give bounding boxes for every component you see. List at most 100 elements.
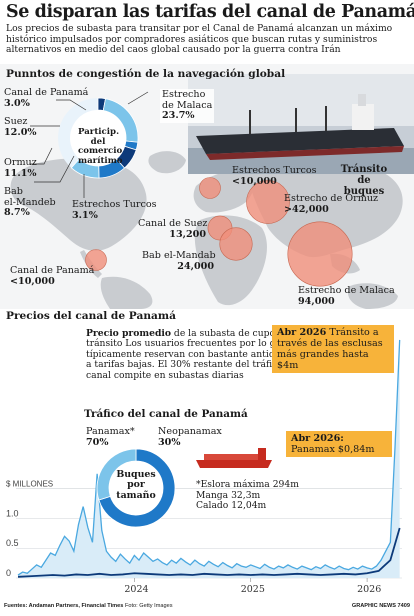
label-value: 24,000 — [177, 260, 214, 272]
price-note: Precio promedio de la subasta de cupo de… — [86, 328, 316, 381]
label-name: Suez — [4, 116, 28, 127]
leader-malaca — [127, 91, 149, 105]
leader-bab — [34, 155, 75, 183]
label-name: Estrecho de Ormuz — [284, 193, 379, 204]
donut-label-suez: Suez 12.0% — [4, 116, 37, 138]
footer-credit: GRAPHIC NEWS 7409 — [352, 603, 410, 609]
donut-center-label: Particip. del comercio marítimo — [78, 127, 123, 166]
ship-photo — [188, 74, 414, 174]
panamax-value: 70% — [86, 436, 109, 448]
asia-shape — [247, 161, 403, 258]
callout-panamax: Abr 2026: Panamax $0,84m — [286, 431, 392, 457]
greenland-shape — [148, 151, 186, 174]
label-value: 94,000 — [298, 295, 335, 307]
chart-ticks: 0 0.5 1.0 $ MILLONES 2024 2025 2026 — [6, 480, 381, 595]
trade-share-donut — [58, 97, 139, 179]
price-area — [17, 339, 401, 578]
callout-bold: Abr 2026 — [277, 327, 327, 338]
label-name-1: Estrecho — [162, 89, 206, 100]
world-map — [10, 74, 414, 309]
bubble-label-suez: Canal de Suez 13,200 — [138, 218, 207, 240]
page-title: Se disparan las tarifas del canal de Pan… — [6, 2, 414, 22]
spec-length: *Eslora máxima 294m — [196, 479, 299, 490]
label-name: Bab el-Mandab — [142, 250, 216, 261]
neopanamax-value: 30% — [158, 436, 181, 448]
footer-sources: Fuentes: Andaman Partners, Financial Tim… — [4, 603, 173, 609]
donut-label-panama: Canal de Panamá 3.0% — [4, 87, 89, 109]
neopanamax-label: Neopanamax 30% — [158, 426, 222, 448]
ytick-label-0: 0 — [6, 568, 11, 578]
label-name: Estrecho de Malaca — [298, 285, 395, 296]
label-value: 8.7% — [4, 207, 30, 218]
note-bold: Precio promedio — [86, 328, 172, 339]
label-value: 23.7% — [162, 110, 195, 121]
leader-lines — [30, 91, 149, 198]
bubble-1 — [199, 177, 221, 199]
panamax-name: Panamax — [86, 426, 130, 437]
neopanamax-ship-icon — [196, 448, 272, 468]
bubble-label-ormuz: Estrecho de Ormuz >42,000 — [284, 193, 379, 215]
label-name: Ormuz — [4, 157, 37, 168]
bubble-label-panama: Canal de Panamá <10,000 — [10, 265, 95, 287]
price-chart: 0 0.5 1.0 $ MILLONES 2024 2025 2026 — [6, 339, 402, 595]
panamax-label: Panamax* 70% — [86, 426, 135, 448]
bubble-2 — [246, 180, 290, 224]
xtick-label-1: 2025 — [241, 584, 265, 595]
callout-large-locks: Abr 2026 Tránsito a través de las esclus… — [272, 325, 394, 373]
ytick-label-3: $ MILLONES — [6, 480, 53, 489]
credit: GRAPHIC NEWS — [351, 603, 396, 609]
donut-label-ormuz: Ormuz 11.1% — [4, 157, 37, 179]
neopanamax-name: Neopanamax — [158, 426, 222, 437]
bubble-0 — [85, 249, 107, 271]
size-donut-center-label: Buques por tamaño — [116, 469, 156, 501]
label-name-3: Malaca — [176, 99, 213, 111]
label-value: 13,200 — [169, 228, 206, 240]
north-america-shape — [10, 158, 147, 251]
series-line-0 — [17, 339, 401, 576]
label-value: >42,000 — [284, 203, 329, 215]
credit-code: 7409 — [397, 603, 410, 609]
label-name: Canal de Panamá — [10, 265, 95, 276]
label-name-1: Bab — [4, 186, 23, 197]
spec-beam: Manga 32,3m — [196, 489, 261, 501]
australia-shape — [347, 283, 398, 309]
label-value: 3.0% — [4, 97, 30, 109]
label-name-2: el-Mandeb — [4, 196, 56, 208]
note-text: de la subasta de cupo de tránsito Los us… — [86, 328, 308, 381]
bubble-legend-title: Tránsito de buques — [340, 164, 388, 197]
panamax-suffix: * — [129, 426, 135, 437]
label-value: <10,000 — [232, 175, 277, 187]
bubble-label-malaca: Estrecho de Malaca 94,000 — [298, 285, 395, 307]
bubble-label-turcos: Estrechos Turcos <10,000 — [232, 165, 317, 187]
price-heading: Precios del canal de Panamá — [6, 310, 176, 322]
callout-text: Tránsito a través de las esclusas más gr… — [277, 327, 383, 371]
label-value: <10,000 — [10, 275, 55, 287]
bubble-label-bab: Bab el-Mandab 24,000 — [142, 250, 216, 272]
leader-ormuz — [30, 147, 53, 165]
bubble-5 — [287, 221, 353, 287]
label-value: 3.1% — [72, 209, 98, 221]
page-subtitle: Los precios de subasta para transitar po… — [6, 23, 393, 56]
donut-label-turcos: Estrechos Turcos 3.1% — [72, 199, 157, 221]
bubble-4 — [219, 227, 253, 261]
donut-label-malaca: Estrecho de Malaca 23.7% — [160, 89, 215, 123]
label-name: Canal de Panamá — [4, 87, 89, 98]
spec-draft: Calado 12,04m — [196, 500, 267, 512]
traffic-heading: Tráfico del canal de Panamá — [84, 408, 248, 420]
label-value: 12.0% — [4, 126, 37, 138]
sources: Fuentes: Andaman Partners, Financial Tim… — [4, 603, 124, 609]
ship-size-donut — [96, 448, 176, 528]
label-name: Estrechos Turcos — [232, 165, 317, 176]
ytick-label-2: 1.0 — [6, 508, 19, 518]
label-name-2: de — [162, 99, 174, 111]
neopanamax-specs: *Eslora máxima 294m Manga 32,3m Calado 1… — [196, 479, 299, 512]
label-value: 11.1% — [4, 167, 37, 179]
transit-bubbles — [85, 177, 353, 287]
map-heading: Punntos de congestión de la navegación g… — [6, 68, 286, 80]
label-name: Estrechos Turcos — [72, 199, 157, 210]
callout-text: Panamax $0,84m — [291, 444, 375, 455]
donut-hole — [70, 110, 126, 166]
series-line-1 — [17, 527, 401, 578]
ytick-label-1: 0.5 — [6, 538, 19, 548]
size-donut-hole — [109, 461, 163, 515]
